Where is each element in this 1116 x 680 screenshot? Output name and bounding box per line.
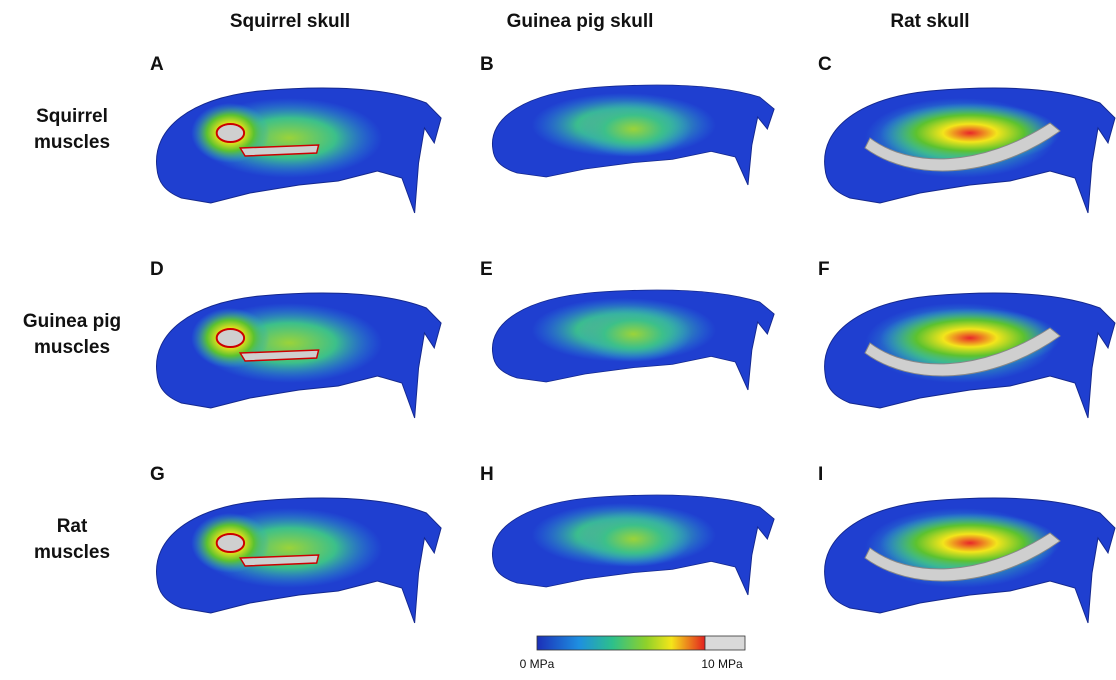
zygomatic-arch (864, 532, 1061, 582)
panel-letter: F (818, 259, 830, 280)
stress-region (575, 101, 692, 157)
panel-letter: G (150, 464, 165, 485)
zygomatic-arch (238, 349, 320, 362)
panel-letter: H (480, 464, 494, 485)
zygomatic-arch (215, 328, 246, 348)
zygomatic-arch (215, 533, 246, 553)
skull-model (824, 292, 1116, 419)
zygomatic-arch (864, 327, 1061, 377)
row-label: Rat (57, 516, 88, 537)
row-label: muscles (34, 337, 110, 358)
colorbar-min-label: 0 MPa (520, 657, 555, 671)
skull-model (156, 497, 442, 624)
zygomatic-arch (238, 144, 320, 157)
colorbar: 0 MPa 10 MPa (520, 635, 746, 671)
panel-letter: I (818, 464, 823, 485)
zygomatic-arch (215, 123, 246, 143)
skull-model (492, 289, 775, 391)
column-header: Rat skull (890, 11, 969, 32)
skull-model (156, 87, 442, 214)
panel-letter: C (818, 54, 832, 75)
skull-model (492, 84, 775, 186)
panel-letter: B (480, 54, 494, 75)
panel-letter: D (150, 259, 164, 280)
zygomatic-arch (864, 122, 1061, 172)
stress-region (575, 306, 692, 362)
stress-region (575, 511, 692, 567)
skull-model (824, 87, 1116, 214)
row-label: Guinea pig (23, 311, 121, 332)
colorbar-max-label: 10 MPa (701, 657, 743, 671)
row-label: muscles (34, 132, 110, 153)
panel-letter: A (150, 54, 164, 75)
skull-model (824, 497, 1116, 624)
column-header: Guinea pig skull (507, 11, 654, 32)
zygomatic-arch (238, 554, 320, 567)
skull-model (156, 292, 442, 419)
skull-model (492, 494, 775, 596)
column-header: Squirrel skull (230, 11, 350, 32)
panel-letter: E (480, 259, 493, 280)
row-label: Squirrel (36, 106, 108, 127)
row-label: muscles (34, 542, 110, 563)
